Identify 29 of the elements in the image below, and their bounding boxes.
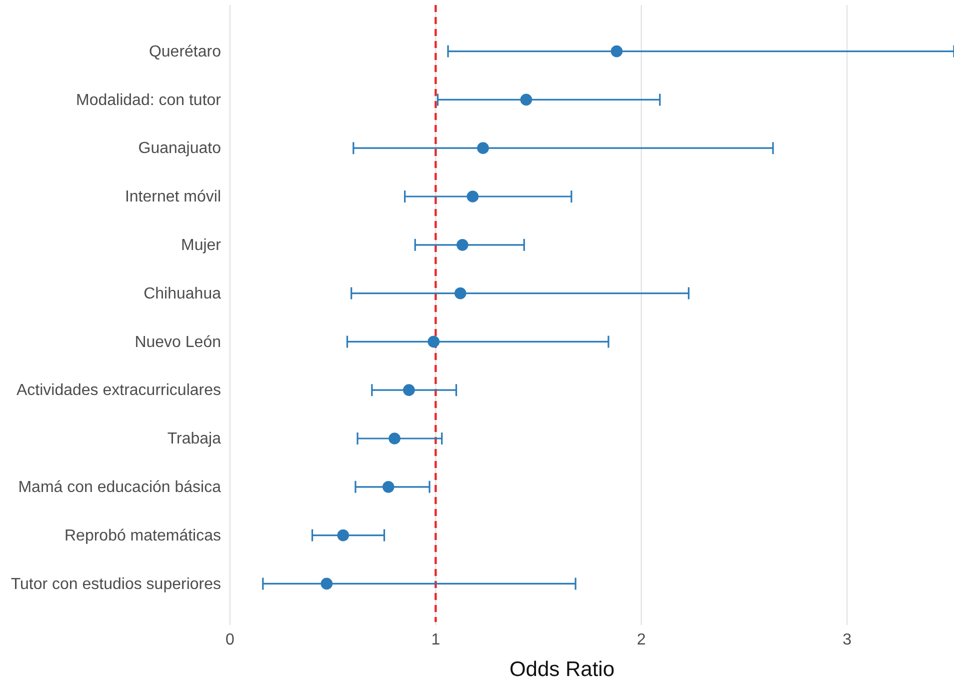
point [456,238,468,251]
x-axis-title: Odds Ratio [509,658,615,681]
x-tick-label: 1 [431,631,440,648]
y-tick-label: Internet móvil [124,188,221,206]
y-tick-label: Mamá con educación básica [18,479,222,496]
y-tick-label: Reprobó matemáticas [64,527,221,544]
point [388,432,400,444]
x-tick-label: 2 [636,631,646,648]
point [382,480,394,493]
y-tick-label: Guanajuato [138,140,222,158]
point [454,287,466,300]
point [403,384,415,396]
y-tick-label: Modalidad: con tutor [76,92,222,109]
y-tick-label: Actividades extracurriculares [16,382,221,400]
y-tick-label: Mujer [180,237,222,254]
y-tick-label: Trabaja [167,430,222,448]
point [337,529,350,542]
y-tick-label: Nuevo León [134,334,221,351]
point [610,45,623,58]
y-tick-label: Tutor con estudios superiores [10,576,221,593]
point [320,578,333,590]
x-tick-label: 3 [842,631,852,648]
point [428,336,440,348]
point [520,94,532,106]
point [466,190,479,202]
point [477,142,489,154]
x-tick-label: 0 [226,631,235,648]
y-tick-label: Querétaro [148,43,222,60]
y-tick-label: Chihuahua [144,285,222,302]
